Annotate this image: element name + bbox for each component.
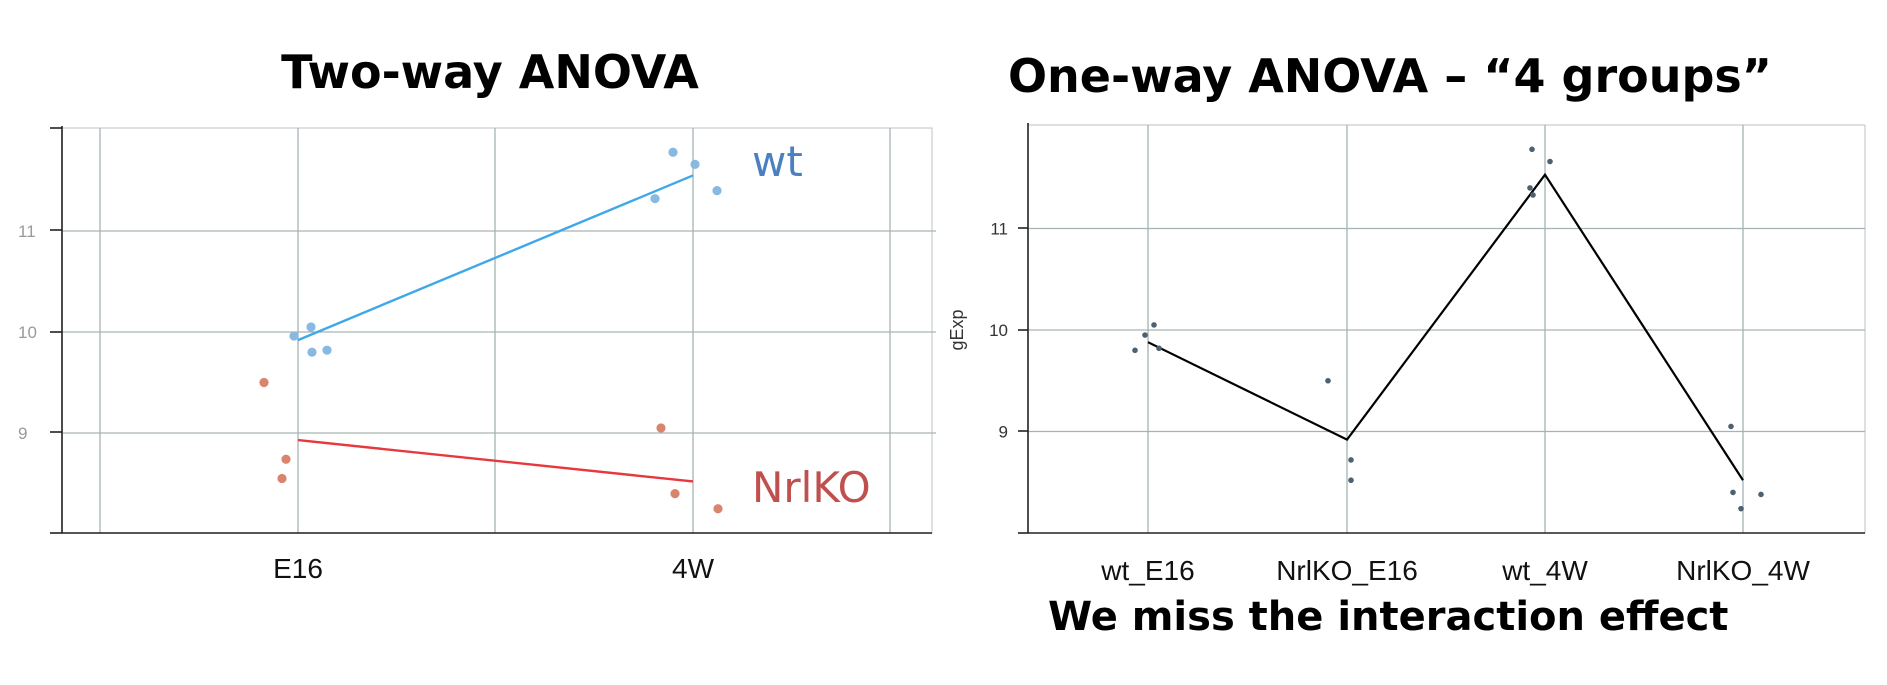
data-point-nrlko [277, 473, 287, 484]
data-point-wt_e16 [1142, 332, 1148, 338]
data-point-nrlko [670, 489, 680, 499]
data-point-nrlko_4w [1758, 491, 1764, 498]
data-point-nrlko [713, 504, 723, 514]
right-chart-x-ticks: wt_E16 NrlKO_E16 wt_4W NrlKO_4W [1100, 555, 1810, 586]
left-chart-y-ticks: 11 10 9 [18, 222, 37, 443]
data-point-nrlko [656, 423, 666, 433]
data-point-nrlko_e16 [1325, 377, 1331, 384]
fit-line-wt [297, 174, 694, 342]
data-point-wt [650, 194, 660, 204]
two-way-anova-chart: Two-way ANOVA 11 10 9 E16 4W wt NrlKO [18, 45, 936, 584]
right-chart-points [1132, 146, 1764, 512]
right-y-tick-label: 9 [999, 423, 1008, 442]
data-point-wt_e16 [1132, 347, 1138, 354]
left-x-tick-label: 4W [672, 553, 715, 584]
series-label-wt: wt [752, 137, 803, 186]
fit-line-nrlko [297, 438, 694, 483]
data-point-nrlko_e16 [1348, 477, 1354, 484]
data-point-wt [289, 331, 299, 341]
right-chart-grid [1018, 123, 1866, 534]
data-point-wt [668, 147, 678, 157]
left-chart-title: Two-way ANOVA [281, 45, 699, 99]
right-x-tick-label: wt_E16 [1100, 555, 1194, 586]
data-point-wt_4w [1547, 158, 1553, 165]
data-point-wt_e16 [1151, 322, 1157, 328]
right-x-tick-label: NrlKO_4W [1676, 555, 1810, 586]
right-chart-y-axis-label: gExp [947, 309, 967, 350]
data-point-nrlko_e16 [1348, 457, 1354, 463]
left-chart-grid [50, 126, 936, 534]
data-point-wt_4w [1529, 146, 1535, 153]
data-point-wt_4w [1527, 185, 1533, 191]
data-point-wt [307, 347, 317, 357]
right-x-tick-label: wt_4W [1501, 555, 1588, 586]
left-y-tick-label: 11 [18, 222, 36, 241]
one-way-anova-chart: One-way ANOVA – “4 groups” 11 10 9 wt_E16 N… [947, 49, 1866, 586]
data-point-nrlko_4w [1730, 489, 1736, 496]
right-chart-title: One-way ANOVA – “4 groups” [1008, 49, 1772, 103]
data-point-nrlko [259, 377, 269, 388]
right-y-tick-label: 11 [990, 220, 1008, 239]
data-point-wt [690, 159, 700, 169]
left-chart-points [259, 147, 723, 514]
left-x-tick-label: E16 [273, 553, 323, 584]
right-chart-mean-line [1147, 172, 1744, 481]
right-x-tick-label: NrlKO_E16 [1276, 555, 1418, 586]
left-chart-x-ticks: E16 4W [273, 553, 714, 584]
data-point-wt_4w [1530, 192, 1536, 198]
right-y-tick-label: 10 [989, 321, 1008, 340]
series-label-nrlko: NrlKO [752, 463, 871, 512]
data-point-wt_e16 [1156, 345, 1162, 352]
group-means-line [1147, 172, 1744, 481]
data-point-nrlko [281, 454, 291, 464]
data-point-wt [306, 322, 316, 332]
left-y-tick-label: 10 [18, 323, 37, 342]
footnote-text: We miss the interaction effect [1048, 594, 1728, 640]
data-point-wt [322, 345, 332, 355]
data-point-nrlko_4w [1738, 505, 1744, 512]
left-chart-fit-lines [297, 174, 694, 483]
left-y-tick-label: 9 [18, 424, 27, 443]
data-point-nrlko_4w [1728, 423, 1734, 430]
data-point-wt [712, 186, 722, 196]
right-chart-y-ticks: 11 10 9 [989, 220, 1008, 442]
